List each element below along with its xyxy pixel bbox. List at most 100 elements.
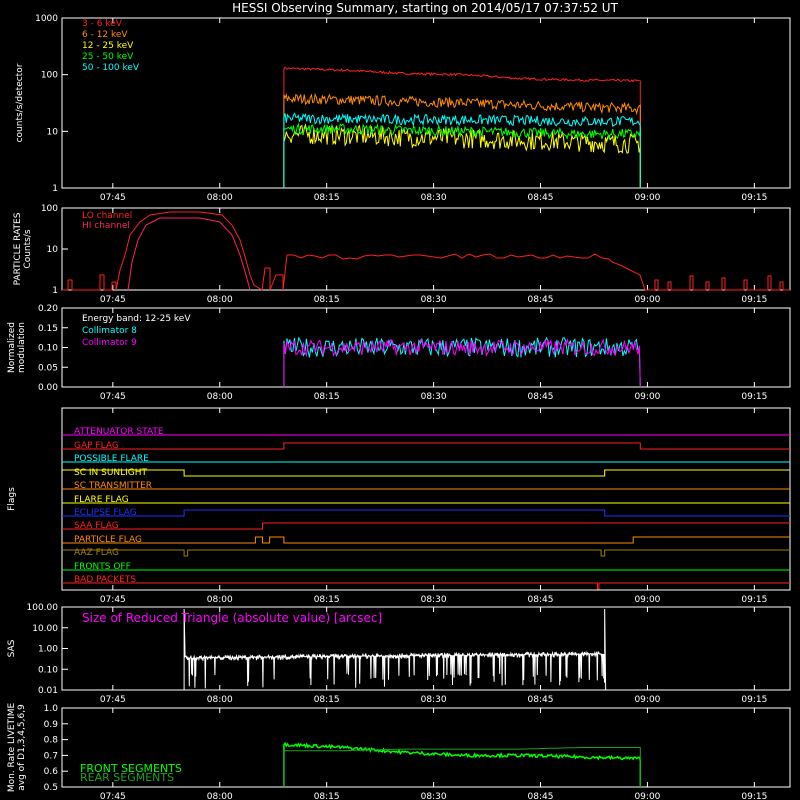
time-tick-label: 08:15 [314,193,340,203]
legend-entry: FRONT SEGMENTS [80,762,182,775]
time-tick-label: 09:15 [741,695,767,705]
modulation-series-1 [283,337,641,388]
time-tick-label: 08:30 [421,392,447,402]
flag-trace [62,549,790,557]
y-axis-label: modulation [17,322,27,373]
y-tick-label: 10.00 [32,624,58,634]
flag-trace [62,442,790,450]
time-tick-label: 08:45 [528,295,554,305]
time-tick-label: 08:15 [314,695,340,705]
legend-entry: 3 - 6 keV [82,19,123,29]
y-tick-label: 1 [52,286,58,296]
time-tick-label: 09:00 [634,295,660,305]
flag-label: SC IN SUNLIGHT [74,468,148,478]
counts-series-0 [283,66,641,189]
time-tick-label: 09:00 [634,193,660,203]
y-axis-label: avg of D1,3,4,5,6,9 [17,704,27,791]
legend-entry: 25 - 50 keV [82,52,134,62]
time-tick-label: 09:00 [634,392,660,402]
y-tick-label: 0.15 [38,324,58,334]
legend-entry: 12 - 25 keV [82,41,134,51]
flag-trace [62,509,790,517]
flag-label: SC TRANSMITTER [74,481,152,491]
time-tick-label: 07:45 [100,193,126,203]
flag-label: SAA FLAG [74,521,119,531]
panel-flags: 07:45 08:00 08:15 08:30 08:45 09:00 09:15 Flags… [7,407,791,605]
time-tick-label: 08:00 [207,295,233,305]
time-tick-label: 08:45 [528,193,554,203]
flag-trace [62,536,790,544]
panel-frame [61,17,791,189]
time-tick-label: 09:00 [634,595,660,605]
legend-entry: LO channel [82,211,132,221]
flag-label: BAD PACKETS [74,575,136,585]
time-tick-label: 07:45 [100,392,126,402]
counts-series-3 [283,122,641,189]
time-tick-label: 08:45 [528,392,554,402]
flag-label: POSSIBLE FLARE [74,454,149,464]
time-tick-label: 09:15 [741,392,767,402]
flag-label: ATTENUATOR STATE [74,427,164,437]
flag-label: AAZ FLAG [74,548,119,558]
time-tick-label: 07:45 [100,295,126,305]
time-tick-label: 08:00 [207,193,233,203]
panel-counts: 07:45 08:00 08:15 08:30 08:45 09:00 09:15 1 10 10… [15,14,791,203]
y-tick-label: 0.6 [44,767,59,777]
time-tick-label: 09:15 [741,193,767,203]
livetime-series-1 [283,747,641,788]
y-axis-label: Mon. Rate LIVETIME [7,703,17,793]
y-tick-label: 0.7 [44,751,58,761]
y-tick-label: 0.9 [44,720,59,730]
panel-annotation: Size of Reduced Triangle (absolute value… [82,611,382,625]
flag-label: GAP FLAG [74,441,119,451]
time-tick-label: 08:15 [314,392,340,402]
flag-label: ECLIPSE FLAG [74,508,137,518]
y-tick-label: 100 [41,71,58,81]
flag-trace [62,582,790,590]
panel-frame [61,707,791,788]
time-tick-label: 09:15 [741,595,767,605]
y-tick-label: 0.01 [38,686,58,696]
panel-annotation: Energy band: 12-25 keV [82,314,191,324]
y-tick-label: 0.05 [38,363,58,373]
flag-trace [62,469,790,477]
y-tick-label: 10 [47,245,59,255]
time-tick-label: 07:45 [100,595,126,605]
legend-entry: 50 - 100 keV [82,63,140,73]
legend-entry: HI channel [82,221,130,231]
y-axis-label: Flags [7,487,17,511]
panel-livetime: 07:45 08:00 08:15 08:30 08:45 09:00 09:15 0.5 0.… [7,703,791,800]
time-tick-label: 09:15 [741,792,767,800]
y-tick-label: 1000 [35,14,58,24]
legend-entry: REAR SEGMENTS [80,771,174,784]
time-tick-label: 08:45 [528,695,554,705]
time-tick-label: 08:00 [207,695,233,705]
time-tick-label: 08:30 [421,695,447,705]
livetime-series-0 [283,741,642,788]
counts-series-4 [283,112,641,189]
y-tick-label: 0.8 [44,736,59,746]
time-tick-label: 09:00 [634,695,660,705]
time-tick-label: 08:45 [528,792,554,800]
time-tick-label: 08:30 [421,792,447,800]
figure-title: HESSI Observing Summary, starting on 201… [232,1,618,15]
y-tick-label: 0.00 [38,383,58,393]
y-axis-label: PARTICLE RATES [13,212,23,285]
y-axis-label: Counts/s [23,229,33,268]
flag-label: FLARE FLAG [74,495,129,505]
y-tick-label: 0.5 [44,783,58,793]
y-tick-label: 1.0 [44,704,59,714]
time-tick-label: 08:30 [421,295,447,305]
panel-particle: 07:45 08:00 08:15 08:30 08:45 09:00 09:15 1 10 10… [13,204,791,305]
time-tick-label: 08:15 [314,595,340,605]
y-tick-label: 1 [52,184,58,194]
time-tick-label: 08:00 [207,595,233,605]
y-tick-label: 100 [41,204,58,214]
time-tick-label: 08:00 [207,392,233,402]
time-tick-label: 07:45 [100,695,126,705]
y-tick-label: 10 [47,127,59,137]
y-axis-label: SAS [7,639,17,657]
panel-sas: 07:45 08:00 08:15 08:30 08:45 09:00 09:15 0.01 0… [7,603,791,705]
y-tick-label: 0.20 [38,304,58,314]
y-axis-label: counts/s/detector [15,63,25,142]
